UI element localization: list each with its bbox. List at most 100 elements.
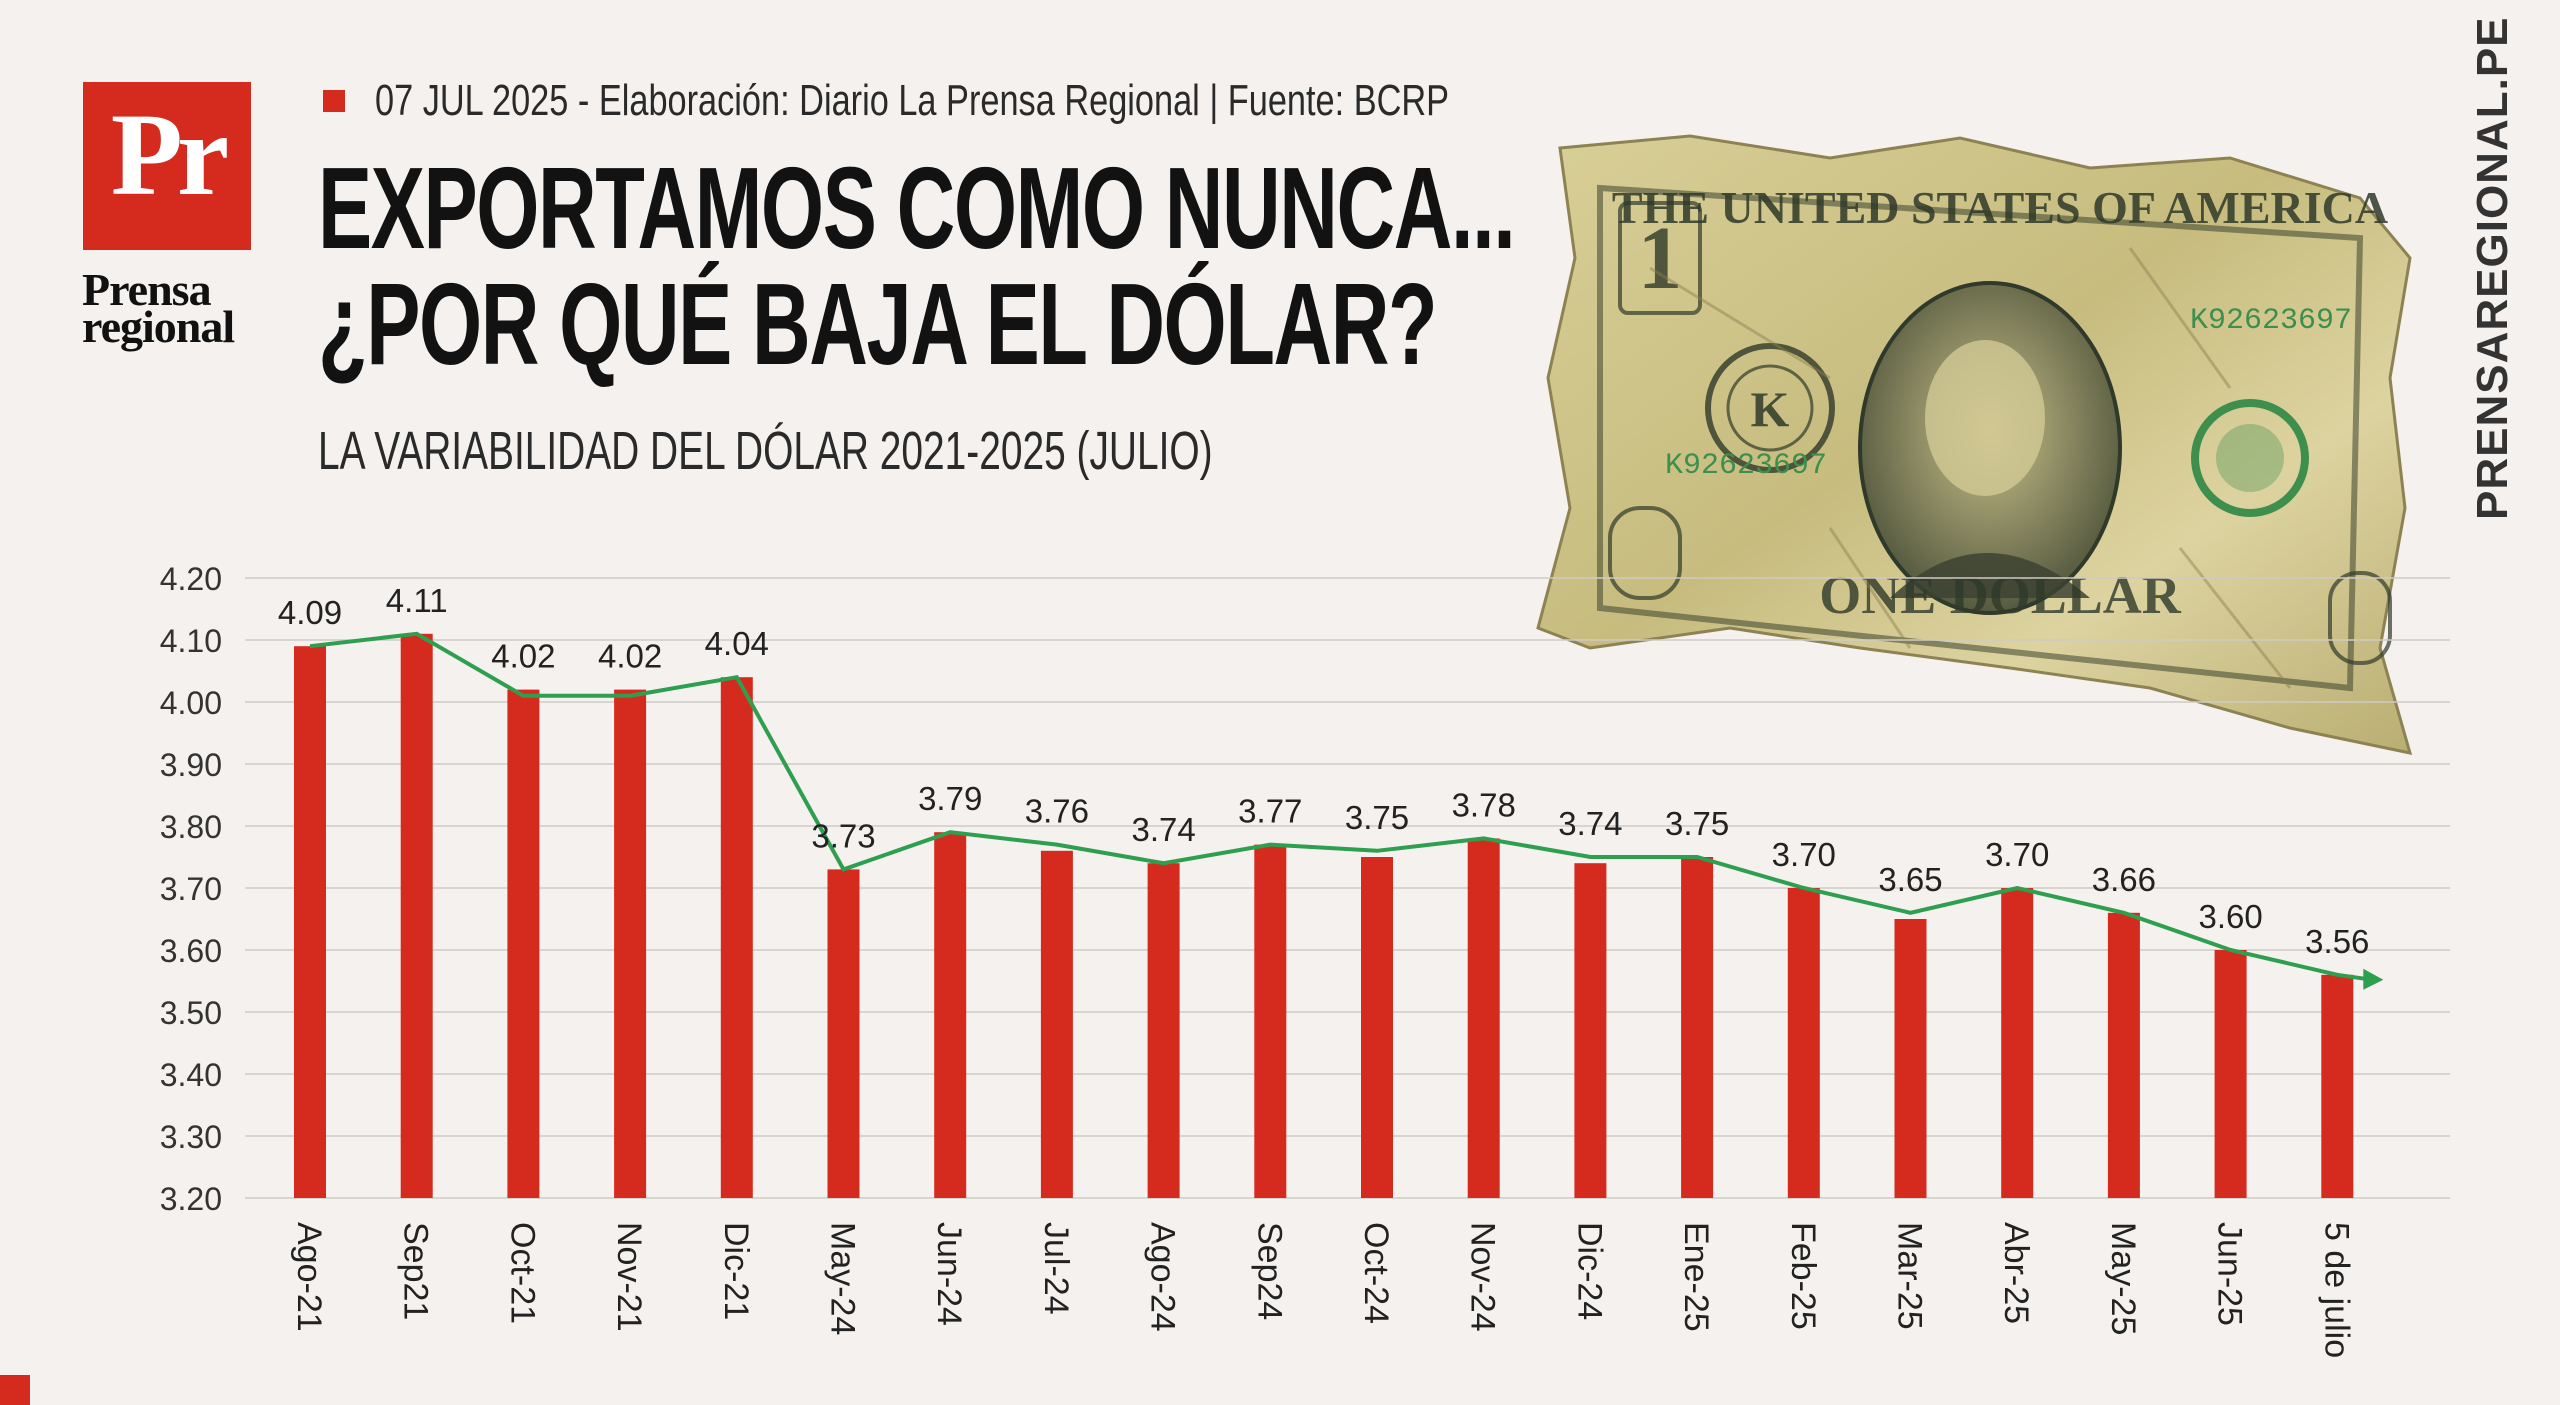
x-tick-label: Nov-21 — [610, 1222, 648, 1332]
trend-line — [309, 631, 2338, 977]
value-labels: 4.09 4.11 4.02 4.02 4.04 3.73 3.79 3.76 3.74 3.77… — [278, 582, 2370, 960]
x-tick-label: Dic-21 — [717, 1222, 755, 1320]
bar-value-label: 4.04 — [705, 625, 769, 662]
logo-mark: Pr — [110, 89, 229, 220]
bar-value-label: 3.79 — [918, 780, 982, 817]
bar-value-label: 3.70 — [1772, 836, 1836, 873]
x-tick-label: Sep24 — [1250, 1222, 1288, 1320]
bar-value-label: 3.56 — [2305, 923, 2369, 960]
y-tick-label: 4.10 — [160, 623, 222, 659]
x-tick-label: Jun-25 — [2211, 1222, 2249, 1326]
trend-line-extension — [2337, 972, 2366, 981]
bar-value-label: 3.65 — [1878, 861, 1942, 898]
bar-value-label: 3.75 — [1345, 799, 1409, 836]
y-tick-label: 3.30 — [160, 1119, 222, 1155]
x-tick-label: May-24 — [824, 1222, 862, 1335]
x-tick-label: Nov-24 — [1464, 1222, 1502, 1332]
y-tick-label: 4.00 — [160, 685, 222, 721]
bar — [2214, 950, 2247, 1198]
bar-value-label: 3.75 — [1665, 805, 1729, 842]
y-tick-label: 3.80 — [160, 809, 222, 845]
bar-value-label: 3.78 — [1452, 786, 1516, 823]
bar — [507, 689, 540, 1198]
bill-serial-left: K92623697 — [1665, 449, 1827, 483]
brand-logo: Pr — [83, 82, 251, 250]
bar-value-label: 3.74 — [1131, 811, 1195, 848]
y-tick-label: 4.20 — [160, 561, 222, 597]
y-tick-label: 3.20 — [160, 1181, 222, 1217]
x-tick-label: Abr-25 — [1997, 1222, 2035, 1324]
chart-grid — [245, 577, 2450, 1199]
bill-denomination-top-left: 1 — [1638, 209, 1683, 308]
bar — [1681, 857, 1714, 1198]
x-tick-label: Sep21 — [397, 1222, 435, 1320]
bar — [294, 646, 326, 1198]
x-tick-label: Feb-25 — [1784, 1222, 1822, 1330]
bar-value-label: 3.76 — [1025, 793, 1089, 830]
bar — [720, 677, 753, 1198]
bar — [1894, 919, 1927, 1198]
bar — [2321, 974, 2354, 1198]
bar — [2107, 912, 2140, 1198]
x-tick-label: May-25 — [2104, 1222, 2142, 1335]
trend-line-layer — [309, 631, 2384, 990]
bar — [400, 633, 433, 1198]
x-tick-label: Jun-24 — [930, 1222, 968, 1326]
bar — [1254, 844, 1287, 1198]
bill-top-text: THE UNITED STATES OF AMERICA — [1612, 182, 2388, 233]
bar-value-label: 4.02 — [598, 638, 662, 675]
headline-line-1: EXPORTAMOS COMO NUNCA... — [318, 143, 1516, 273]
y-tick-label: 3.60 — [160, 933, 222, 969]
headline-line-2: ¿POR QUÉ BAJA EL DÓLAR? — [318, 259, 1438, 389]
bar — [1787, 888, 1820, 1198]
corner-accent — [0, 1375, 30, 1405]
x-tick-label: Ene-25 — [1677, 1222, 1715, 1332]
bar-value-label: 3.70 — [1985, 836, 2049, 873]
chart-subtitle: LA VARIABILIDAD DEL DÓLAR 2021-2025 (JUL… — [318, 421, 1213, 481]
source-bullet — [323, 90, 345, 112]
bill-bottom-text: ONE DOLLAR — [1819, 565, 2182, 625]
y-axis-ticks: 4.20 4.10 4.00 3.90 3.80 3.70 3.60 3.50 3.40 3.30… — [160, 561, 222, 1217]
y-tick-label: 3.70 — [160, 871, 222, 907]
x-tick-label: Ago-21 — [290, 1222, 328, 1332]
bar — [614, 689, 647, 1198]
x-tick-label: 5 de julio — [2317, 1222, 2355, 1358]
x-tick-label: Mar-25 — [1891, 1222, 1929, 1330]
bill-serial-right: K92623697 — [2190, 304, 2352, 338]
bar-series — [294, 633, 2354, 1198]
bar-value-label: 3.60 — [2198, 898, 2262, 935]
bar — [1574, 863, 1607, 1198]
bar-value-label: 4.11 — [386, 582, 448, 619]
x-tick-label: Dic-24 — [1570, 1222, 1608, 1320]
brand-wordmark: Prensa regional — [82, 264, 252, 352]
bar-value-label: 4.02 — [491, 638, 555, 675]
bar — [1147, 863, 1180, 1198]
bar-value-label: 3.74 — [1558, 805, 1622, 842]
brand-wordmark-line1: Prensa — [82, 264, 212, 315]
bar-value-label: 3.77 — [1238, 793, 1302, 830]
brand-wordmark-line2: regional — [82, 300, 235, 352]
dollar-bill-illustration: 1 THE UNITED STATES OF AMERICA K K926236… — [1536, 134, 2413, 755]
bar — [2001, 888, 2034, 1198]
source-line: 07 JUL 2025 - Elaboración: Diario La Pre… — [375, 76, 1450, 125]
svg-text:K: K — [1751, 381, 1790, 437]
bar-value-label: 3.73 — [811, 817, 875, 854]
y-tick-label: 3.40 — [160, 1057, 222, 1093]
x-tick-label: Ago-24 — [1144, 1222, 1182, 1332]
y-tick-label: 3.50 — [160, 995, 222, 1031]
bar — [1467, 838, 1500, 1198]
headline: EXPORTAMOS COMO NUNCA... ¿POR QUÉ BAJA E… — [318, 150, 2027, 382]
bar — [1361, 857, 1393, 1198]
bar — [1040, 850, 1073, 1198]
bar — [934, 832, 967, 1198]
bar-value-label: 4.09 — [278, 594, 342, 631]
x-tick-label: Oct-24 — [1357, 1222, 1395, 1324]
trend-arrow-head — [2363, 968, 2384, 990]
y-tick-label: 3.90 — [160, 747, 222, 783]
x-tick-label: Oct-21 — [503, 1222, 541, 1324]
x-axis-ticks: Ago-21 Sep21 Oct-21 Nov-21 Dic-21 May-24 Jun-2… — [290, 1222, 2355, 1358]
bar-value-label: 3.66 — [2092, 861, 2156, 898]
bar — [827, 869, 860, 1198]
x-tick-label: Jul-24 — [1037, 1222, 1075, 1315]
